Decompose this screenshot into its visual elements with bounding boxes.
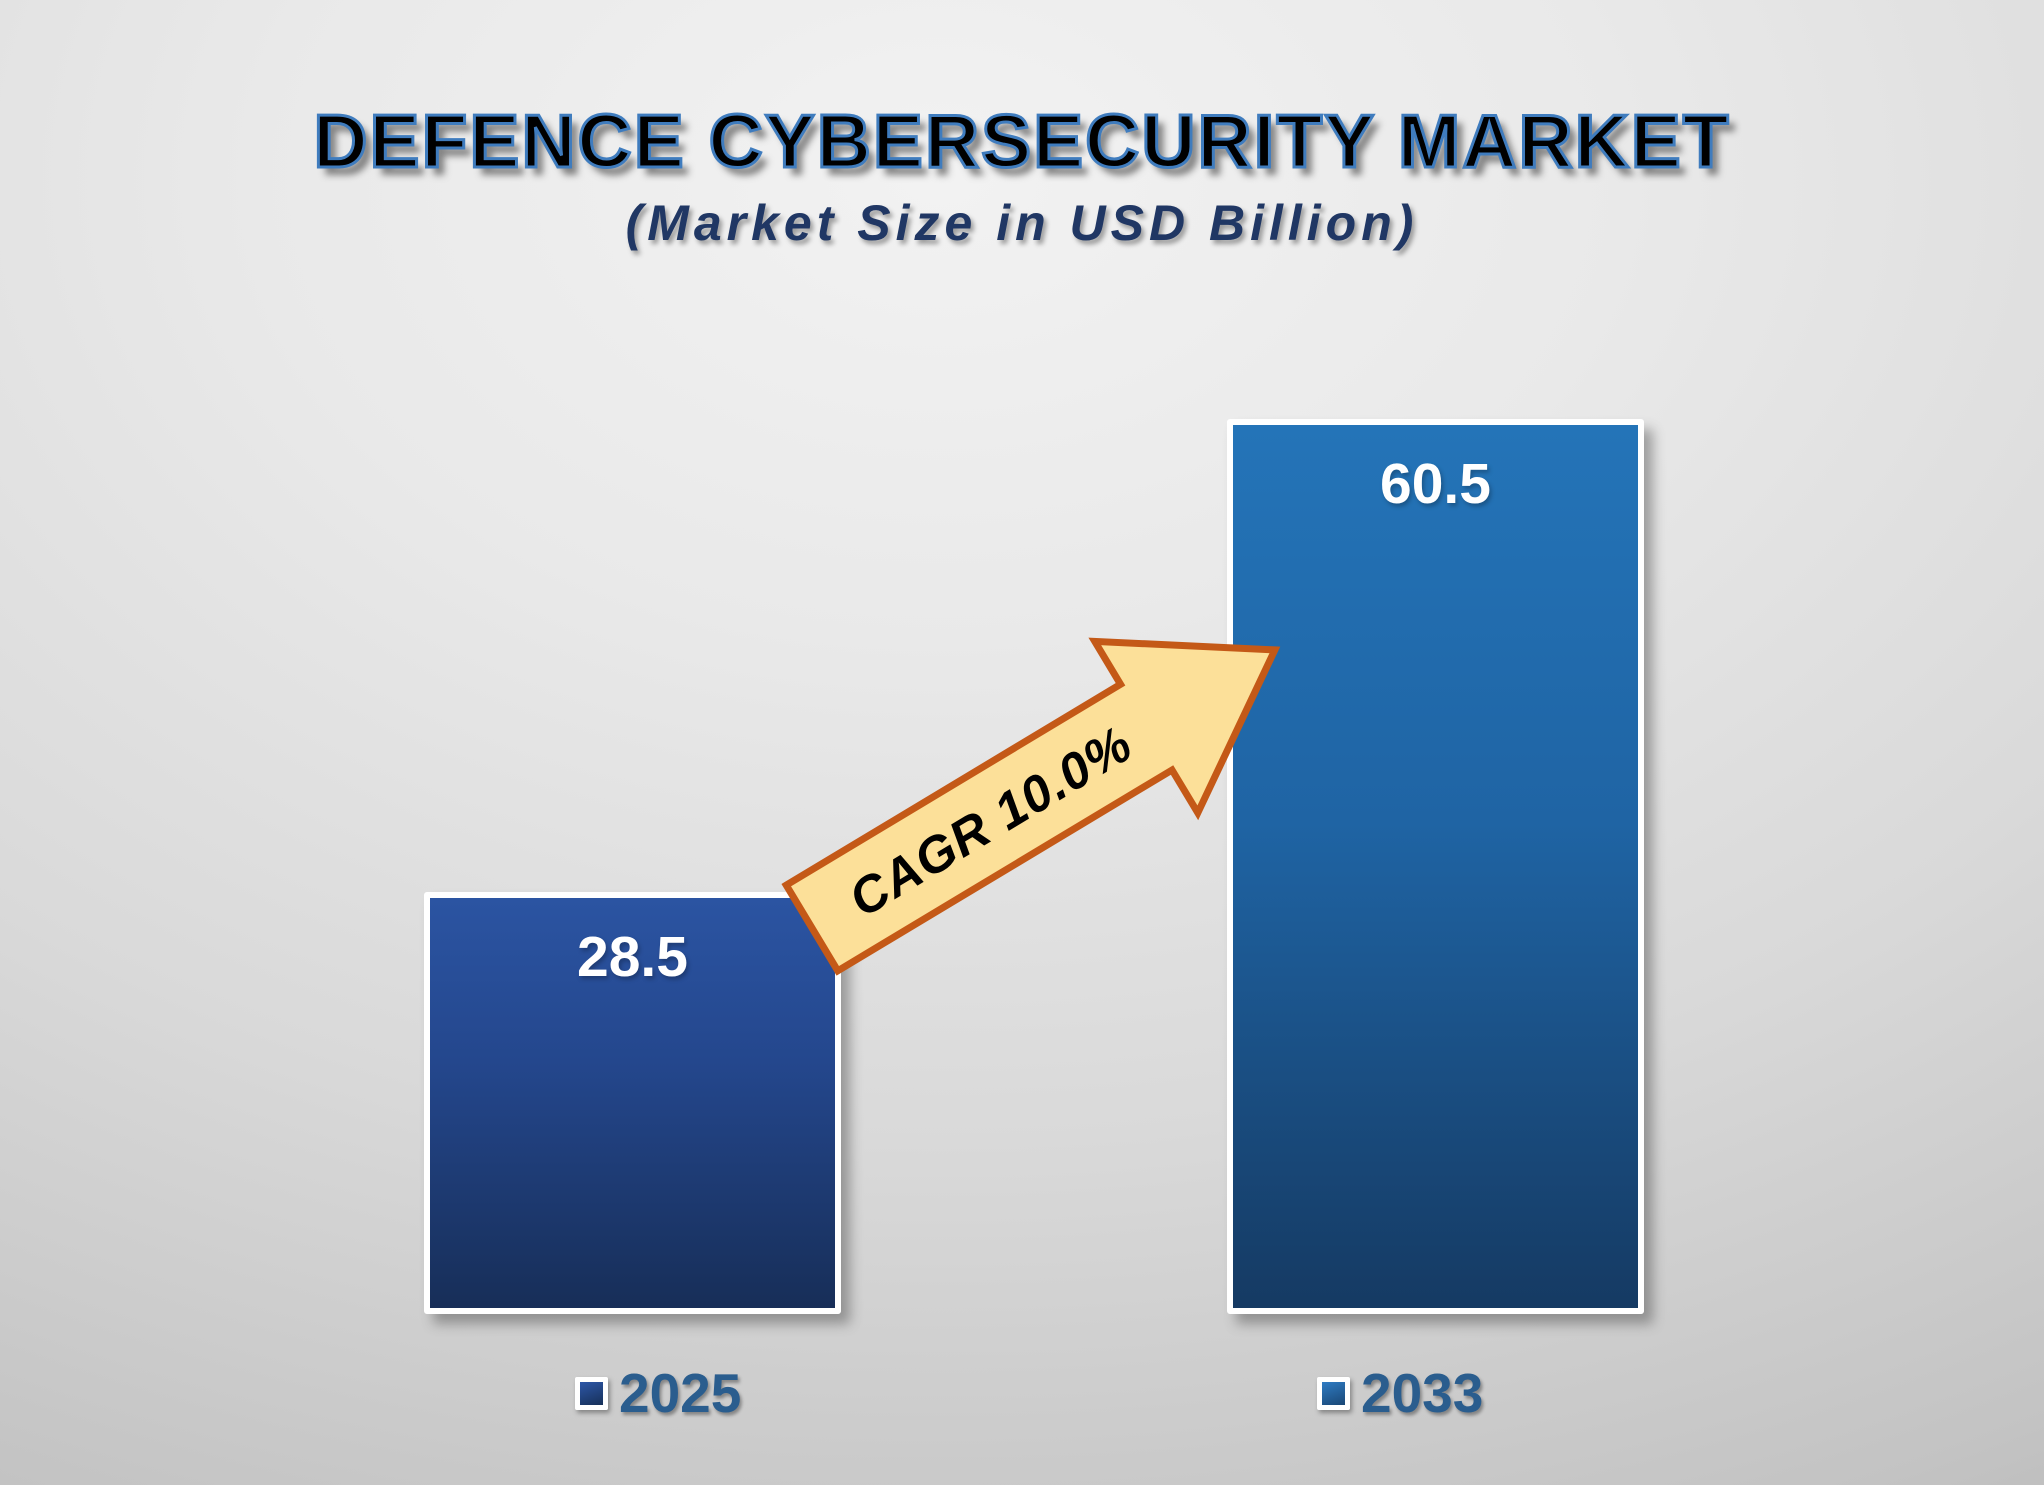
chart-subtitle: (Market Size in USD Billion) [625,195,1419,251]
chart-header: DEFENCE CYBERSECURITY MARKET (Market Siz… [0,0,2044,252]
legend-swatch-2025-icon [575,1377,608,1410]
legend-item-2033: 2033 [1317,1366,1483,1421]
bar-2033-value-label: 60.5 [1380,452,1491,516]
legend-swatch-2033-icon [1317,1377,1350,1410]
bar-2025-value-label: 28.5 [577,925,688,989]
legend-item-2025: 2025 [575,1366,741,1421]
legend-label-2025: 2025 [619,1362,742,1424]
legend-label-2033: 2033 [1361,1362,1484,1424]
bar-2025: 28.5 [424,892,841,1314]
bar-2033: 60.5 [1227,419,1644,1314]
cagr-annotation: CAGR 10.0% [839,715,1142,928]
chart-title: DEFENCE CYBERSECURITY MARKET [312,98,1731,185]
